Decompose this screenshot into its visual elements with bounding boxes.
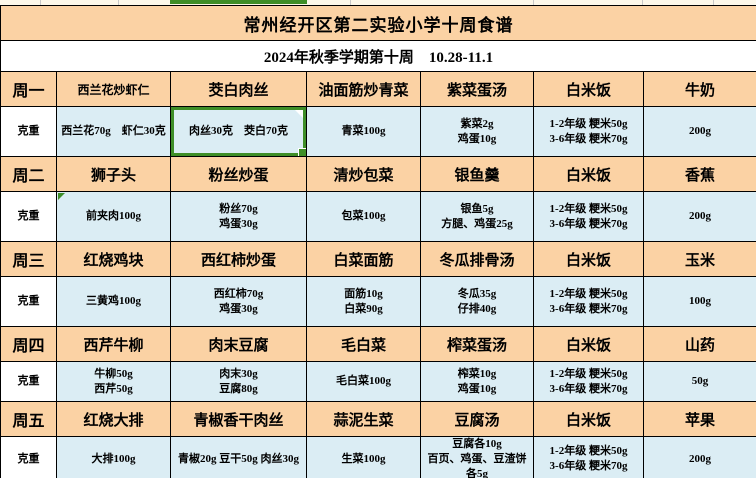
title-row: 常州经开区第二实验小学十周食谱	[0, 5, 756, 41]
weight-label-tue[interactable]: 克重	[0, 191, 57, 242]
gridline	[713, 0, 714, 5]
dish-cell-wed-1[interactable]: 红烧鸡块	[56, 241, 171, 277]
selection-column-indicator	[170, 0, 307, 4]
weight-cell-wed-4[interactable]: 冬瓜35g 仔排40g	[420, 276, 534, 327]
dish-cell-thu-2[interactable]: 肉末豆腐	[170, 326, 307, 362]
dish-cell-fri-3[interactable]: 蒜泥生菜	[306, 401, 421, 437]
dish-cell-thu-5[interactable]: 白米饭	[533, 326, 644, 362]
dish-cell-mon-1[interactable]: 西兰花炒虾仁	[56, 71, 171, 107]
weight-cell-fri-1[interactable]: 大排100g	[56, 436, 171, 478]
weight-row-thu: 克重 牛柳50g 西芹50g 肉末30g 豆腐80g 毛白菜100g 榨菜10g 鸡蛋1…	[0, 361, 756, 402]
weight-cell-mon-6[interactable]: 200g	[642, 106, 756, 157]
weight-cell-tue-6[interactable]: 200g	[642, 191, 756, 242]
sheet-top-strip	[0, 0, 756, 5]
weight-label-thu[interactable]: 克重	[0, 361, 57, 402]
dish-cell-mon-3[interactable]: 油面筋炒青菜	[306, 71, 421, 107]
subtitle-row: 2024年秋季学期第十周 10.28-11.1	[0, 40, 756, 72]
weight-row-tue: 克重 前夹肉100g 粉丝70g 鸡蛋30g 包菜100g 银鱼5g 方腿、鸡蛋25g 1…	[0, 191, 756, 242]
dish-row-wed: 周三 红烧鸡块 西红柿炒蛋 白菜面筋 冬瓜排骨汤 白米饭 玉米	[0, 241, 756, 277]
gridline	[642, 0, 643, 5]
weight-label-fri[interactable]: 克重	[0, 436, 57, 478]
weight-cell-fri-5[interactable]: 1-2年级 粳米50g 3-6年级 粳米70g	[533, 436, 644, 478]
weight-cell-thu-2[interactable]: 肉末30g 豆腐80g	[170, 361, 307, 402]
weight-row-wed: 克重 三黄鸡100g 西红柿70g 鸡蛋30g 面筋10g 白菜90g 冬瓜35g 仔排…	[0, 276, 756, 327]
weight-cell-wed-6[interactable]: 100g	[642, 276, 756, 327]
dish-cell-wed-2[interactable]: 西红柿炒蛋	[170, 241, 307, 277]
weight-cell-fri-4[interactable]: 豆腐各10g 百页、鸡蛋、豆渣饼 各5g	[420, 436, 534, 478]
menu-table: 常州经开区第二实验小学十周食谱 2024年秋季学期第十周 10.28-11.1 …	[0, 5, 756, 478]
weight-cell-thu-5[interactable]: 1-2年级 粳米50g 3-6年级 粳米70g	[533, 361, 644, 402]
weight-cell-wed-2[interactable]: 西红柿70g 鸡蛋30g	[170, 276, 307, 327]
dish-row-thu: 周四 西芹牛柳 肉末豆腐 毛白菜 榨菜蛋汤 白米饭 山药	[0, 326, 756, 362]
dish-cell-wed-4[interactable]: 冬瓜排骨汤	[420, 241, 534, 277]
weight-cell-wed-5[interactable]: 1-2年级 粳米50g 3-6年级 粳米70g	[533, 276, 644, 327]
weight-cell-tue-1[interactable]: 前夹肉100g	[56, 191, 171, 242]
dish-cell-wed-5[interactable]: 白米饭	[533, 241, 644, 277]
weight-cell-fri-6[interactable]: 200g	[642, 436, 756, 478]
weight-cell-tue-3[interactable]: 包菜100g	[306, 191, 421, 242]
gridline	[350, 0, 351, 5]
selection-notch-icon	[295, 110, 303, 118]
weight-label-mon[interactable]: 克重	[0, 106, 57, 157]
dish-cell-fri-2[interactable]: 青椒香干肉丝	[170, 401, 307, 437]
dish-cell-tue-2[interactable]: 粉丝炒蛋	[170, 156, 307, 192]
selected-cell[interactable]: 肉丝30克 茭白70克	[170, 106, 307, 157]
dish-cell-tue-6[interactable]: 香蕉	[642, 156, 756, 192]
weight-row-fri: 克重 大排100g 青椒20g 豆干50g 肉丝30g 生菜100g 豆腐各10g 百页…	[0, 436, 756, 478]
weight-cell-thu-4[interactable]: 榨菜10g 鸡蛋10g	[420, 361, 534, 402]
gridline	[40, 0, 41, 5]
dish-cell-wed-6[interactable]: 玉米	[642, 241, 756, 277]
weight-cell-mon-3[interactable]: 青菜100g	[306, 106, 421, 157]
dish-cell-mon-2[interactable]: 茭白肉丝	[170, 71, 307, 107]
day-label-wed[interactable]: 周三	[0, 241, 57, 277]
dish-cell-tue-1[interactable]: 狮子头	[56, 156, 171, 192]
dish-row-mon: 周一 西兰花炒虾仁 茭白肉丝 油面筋炒青菜 紫菜蛋汤 白米饭 牛奶	[0, 71, 756, 107]
dish-cell-mon-4[interactable]: 紫菜蛋汤	[420, 71, 534, 107]
weight-label-wed[interactable]: 克重	[0, 276, 57, 327]
day-label-fri[interactable]: 周五	[0, 401, 57, 437]
dish-cell-mon-5[interactable]: 白米饭	[533, 71, 644, 107]
dish-cell-thu-4[interactable]: 榨菜蛋汤	[420, 326, 534, 362]
dish-cell-tue-3[interactable]: 清炒包菜	[306, 156, 421, 192]
day-label-thu[interactable]: 周四	[0, 326, 57, 362]
weight-cell-thu-3[interactable]: 毛白菜100g	[306, 361, 421, 402]
dish-cell-tue-5[interactable]: 白米饭	[533, 156, 644, 192]
weight-cell-wed-3[interactable]: 面筋10g 白菜90g	[306, 276, 421, 327]
weight-cell-mon-4[interactable]: 紫菜2g 鸡蛋10g	[420, 106, 534, 157]
weight-cell-thu-1[interactable]: 牛柳50g 西芹50g	[56, 361, 171, 402]
error-indicator-triangle-icon	[58, 193, 65, 200]
dish-cell-tue-4[interactable]: 银鱼羹	[420, 156, 534, 192]
weight-cell-tue-4[interactable]: 银鱼5g 方腿、鸡蛋25g	[420, 191, 534, 242]
weight-cell-mon-1[interactable]: 西兰花70g 虾仁30克	[56, 106, 171, 157]
gridline	[533, 0, 534, 5]
weight-cell-fri-3[interactable]: 生菜100g	[306, 436, 421, 478]
dish-cell-fri-5[interactable]: 白米饭	[533, 401, 644, 437]
dish-cell-thu-3[interactable]: 毛白菜	[306, 326, 421, 362]
weight-cell-wed-1[interactable]: 三黄鸡100g	[56, 276, 171, 327]
dish-cell-mon-6[interactable]: 牛奶	[642, 71, 756, 107]
week-subtitle[interactable]: 2024年秋季学期第十周 10.28-11.1	[0, 40, 756, 72]
weight-cell-fri-2[interactable]: 青椒20g 豆干50g 肉丝30g	[170, 436, 307, 478]
gridline	[118, 0, 119, 5]
day-label-mon[interactable]: 周一	[0, 71, 57, 107]
weight-row-mon: 克重 西兰花70g 虾仁30克 肉丝30克 茭白70克 青菜100g 紫菜2g 鸡蛋10…	[0, 106, 756, 157]
dish-row-tue: 周二 狮子头 粉丝炒蛋 清炒包菜 银鱼羹 白米饭 香蕉	[0, 156, 756, 192]
weight-cell-tue-5[interactable]: 1-2年级 粳米50g 3-6年级 粳米70g	[533, 191, 644, 242]
weight-cell-mon-5[interactable]: 1-2年级 粳米50g 3-6年级 粳米70g	[533, 106, 644, 157]
weight-cell-tue-2[interactable]: 粉丝70g 鸡蛋30g	[170, 191, 307, 242]
page-title[interactable]: 常州经开区第二实验小学十周食谱	[0, 5, 756, 41]
dish-cell-fri-1[interactable]: 红烧大排	[56, 401, 171, 437]
dish-cell-thu-6[interactable]: 山药	[642, 326, 756, 362]
fill-handle[interactable]	[298, 148, 306, 156]
dish-cell-fri-6[interactable]: 苹果	[642, 401, 756, 437]
dish-cell-wed-3[interactable]: 白菜面筋	[306, 241, 421, 277]
dish-cell-fri-4[interactable]: 豆腐汤	[420, 401, 534, 437]
dish-row-fri: 周五 红烧大排 青椒香干肉丝 蒜泥生菜 豆腐汤 白米饭 苹果	[0, 401, 756, 437]
dish-cell-thu-1[interactable]: 西芹牛柳	[56, 326, 171, 362]
day-label-tue[interactable]: 周二	[0, 156, 57, 192]
weight-cell-thu-6[interactable]: 50g	[642, 361, 756, 402]
